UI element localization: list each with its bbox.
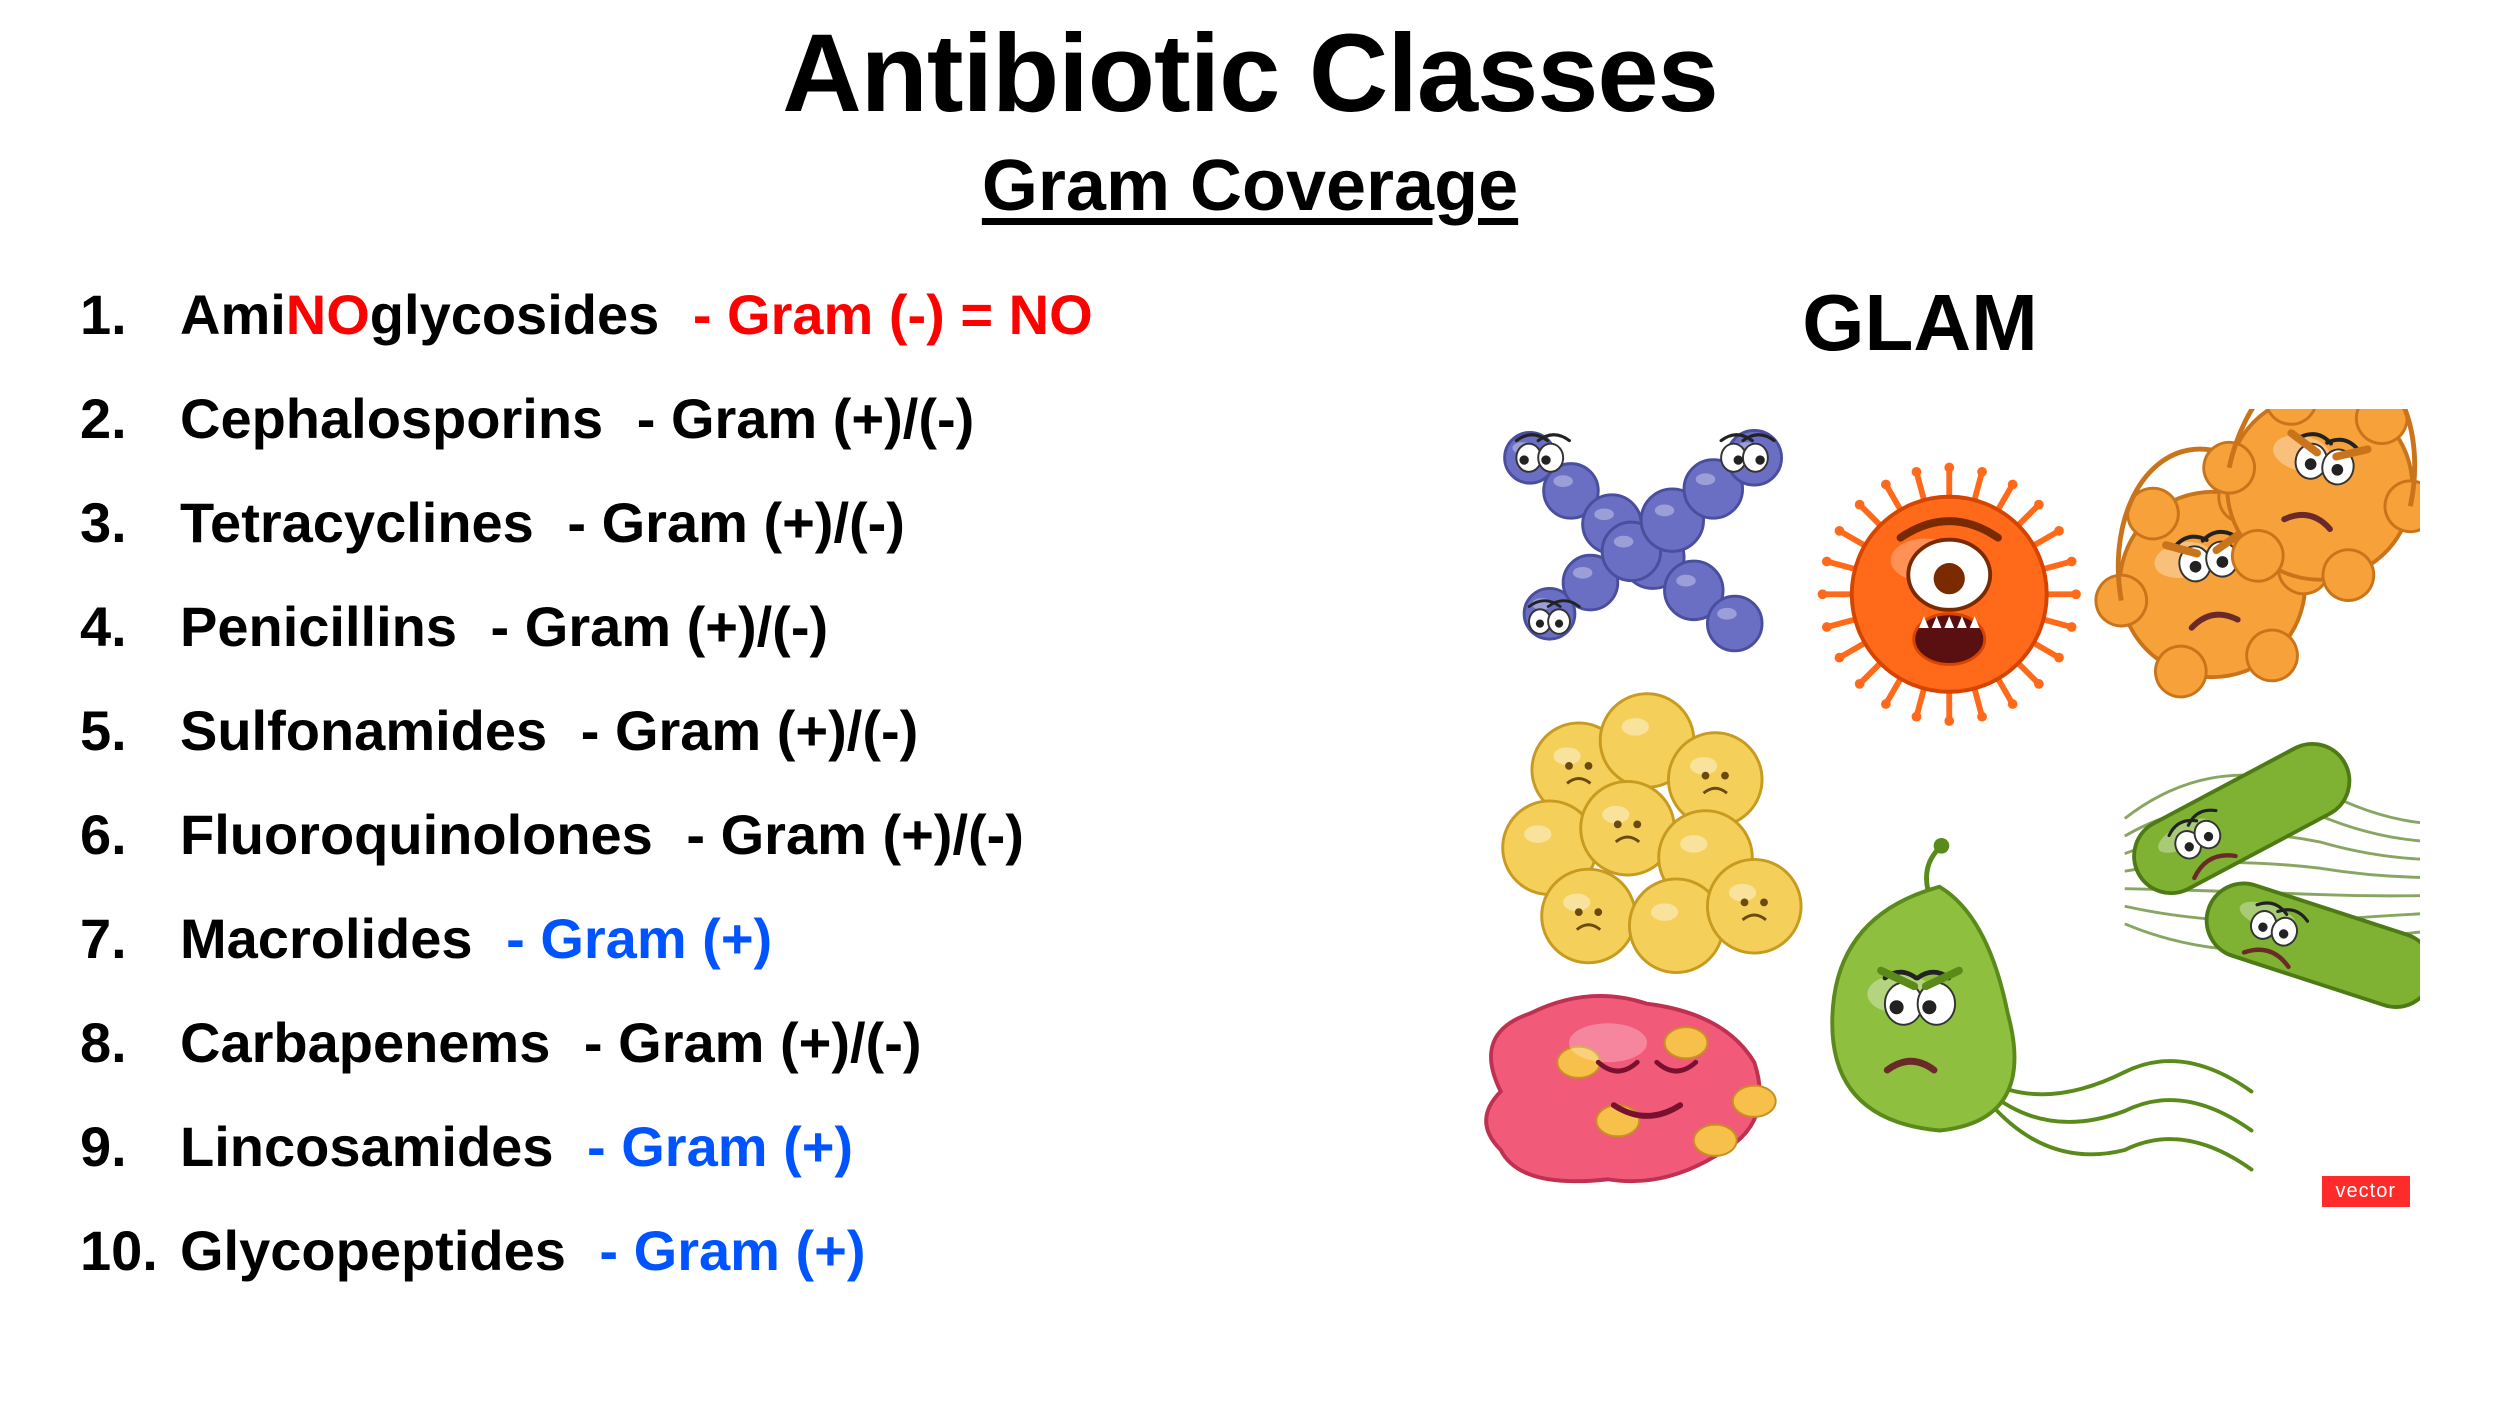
list-item: Tetracyclines - Gram (+)/(-) [80,495,1420,551]
antibiotic-class-list: AmiNOglycosides - Gram (-) = NO Cephalosp… [80,287,1420,1279]
coverage-label: - Gram (+)/(-) [565,699,918,762]
class-name: Fluoroquinolones [180,803,653,866]
list-item: Glycopeptides - Gram (+) [80,1223,1420,1279]
list-item: Cephalosporins - Gram (+)/(-) [80,391,1420,447]
mnemonic-label: GLAM [1420,277,2420,369]
list-item: Macrolides - Gram (+) [80,911,1420,967]
orange-cocci-pair [2073,409,2420,709]
list-item: Fluoroquinolones - Gram (+)/(-) [80,807,1420,863]
class-name: Carbapenems [180,1011,550,1074]
pink-amoeba [1486,996,1776,1181]
class-name: AmiNOglycosides [180,283,659,346]
class-name: Macrolides [180,907,473,970]
class-name: Penicillins [180,595,457,658]
page-subtitle: Gram Coverage [0,145,2500,227]
watermark-label: vector [2322,1176,2410,1207]
blue-rod-cluster [1505,430,1782,650]
list-item: Lincosamides - Gram (+) [80,1119,1420,1175]
class-name: Sulfonamides [180,699,547,762]
coverage-label: - Gram (+) [491,907,773,970]
coverage-label: - Gram (+)/(-) [671,803,1024,866]
class-name: Tetracyclines [180,491,534,554]
coverage-label: - Gram (+)/(-) [568,1011,921,1074]
list-item: Penicillins - Gram (+)/(-) [80,599,1420,655]
green-bacilli-pair [2121,731,2420,1017]
class-name: Cephalosporins [180,387,603,450]
coverage-label: - Gram (+) [584,1219,866,1282]
yellow-cluster [1503,694,1801,973]
coverage-label: - Gram (+)/(-) [552,491,905,554]
list-item: AmiNOglycosides - Gram (-) = NO [80,287,1420,343]
coverage-label: - Gram (-) = NO [677,283,1092,346]
coverage-label: - Gram (+)/(-) [621,387,974,450]
germ-illustration [1420,409,2420,1189]
orange-spiky-virus [1818,463,2081,726]
coverage-label: - Gram (+) [571,1115,853,1178]
class-name: Lincosamides [180,1115,553,1178]
coverage-label: - Gram (+)/(-) [475,595,828,658]
list-item: Carbapenems - Gram (+)/(-) [80,1015,1420,1071]
page-title: Antibiotic Classes [0,10,2500,137]
list-item: Sulfonamides - Gram (+)/(-) [80,703,1420,759]
class-name: Glycopeptides [180,1219,566,1282]
